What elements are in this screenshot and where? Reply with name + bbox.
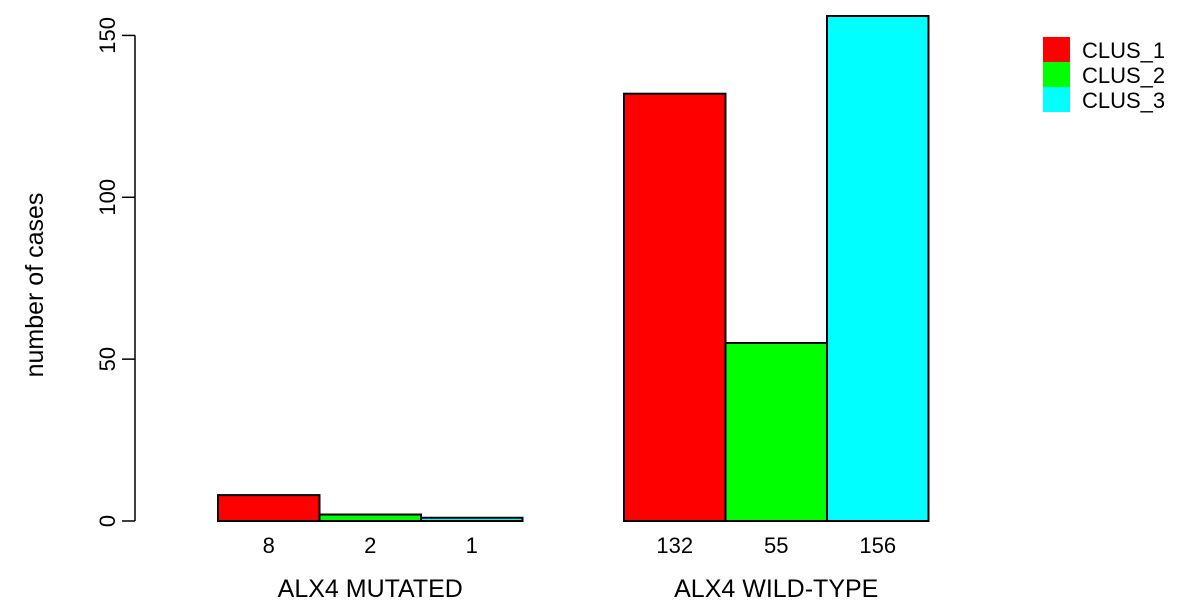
legend-swatch-clus_3 bbox=[1043, 87, 1070, 112]
category-label: ALX4 MUTATED bbox=[278, 575, 463, 603]
y-tick-label: 150 bbox=[95, 17, 120, 54]
bar-value-label: 2 bbox=[364, 533, 376, 558]
bar-value-label: 132 bbox=[656, 533, 693, 558]
y-axis: 0 50 100 150 bbox=[95, 17, 136, 527]
bar-value-label: 1 bbox=[466, 533, 478, 558]
category-label: ALX4 WILD-TYPE bbox=[674, 575, 878, 603]
bar-clus_2-0 bbox=[318, 513, 422, 522]
legend-label: CLUS_1 bbox=[1082, 38, 1165, 63]
legend-swatch-clus_2 bbox=[1043, 62, 1070, 87]
bar-clus_1-0 bbox=[217, 494, 321, 523]
y-tick-label: 0 bbox=[95, 515, 120, 527]
value-labels: 8 2 1 132 55 156 bbox=[263, 533, 896, 558]
bar-value-label: 156 bbox=[859, 533, 896, 558]
y-tick-label: 50 bbox=[95, 347, 120, 371]
legend-label: CLUS_3 bbox=[1082, 88, 1165, 113]
bar-clus_3-0 bbox=[420, 516, 524, 522]
legend-label: CLUS_2 bbox=[1082, 63, 1165, 88]
legend-swatch-clus_1 bbox=[1043, 37, 1070, 62]
bar-value-label: 8 bbox=[263, 533, 275, 558]
bar-clus_2-1 bbox=[724, 341, 828, 523]
category-labels: ALX4 MUTATED ALX4 WILD-TYPE bbox=[278, 575, 879, 603]
bar-clus_1-1 bbox=[623, 92, 727, 522]
bar-value-label: 55 bbox=[764, 533, 788, 558]
y-tick-label: 100 bbox=[95, 179, 120, 216]
bars bbox=[217, 15, 930, 523]
y-axis-title: number of cases bbox=[21, 193, 49, 378]
bar-clus_3-1 bbox=[826, 15, 930, 522]
